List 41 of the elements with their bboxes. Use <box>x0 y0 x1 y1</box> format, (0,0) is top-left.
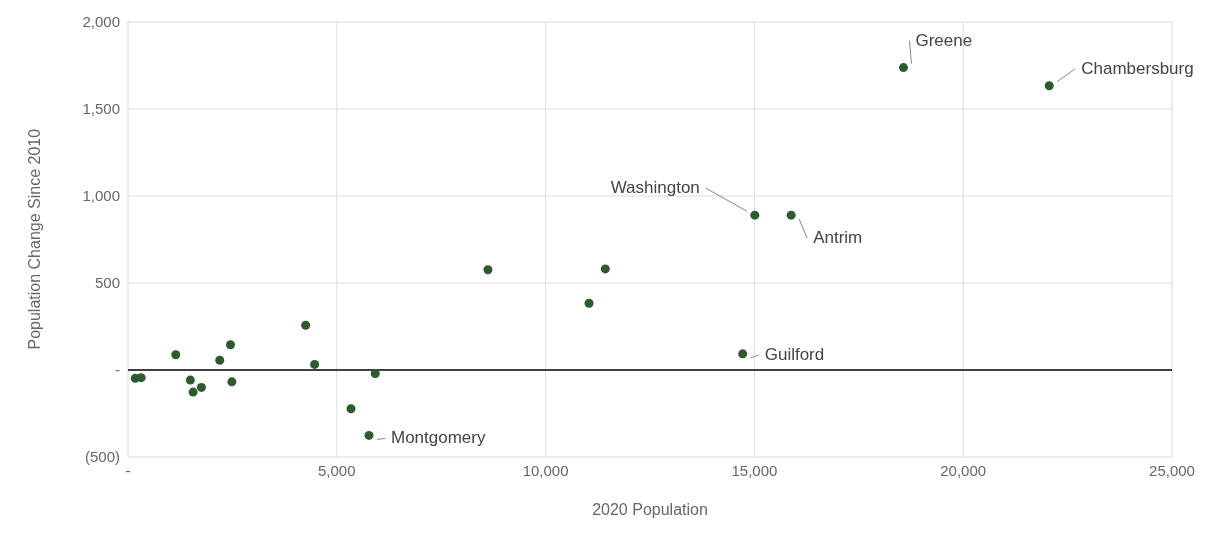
x-tick-label: 20,000 <box>940 461 987 479</box>
point <box>738 349 748 359</box>
x-tick-label: - <box>125 461 131 479</box>
y-axis-title: Population Change Since 2010 <box>25 128 43 350</box>
x-tick-label: 5,000 <box>318 461 356 479</box>
y-tick-label: 2,000 <box>82 13 120 31</box>
x-tick-label: 25,000 <box>1149 461 1195 479</box>
point <box>310 359 320 369</box>
point <box>185 375 195 385</box>
point <box>196 382 206 392</box>
y-tick-label: 500 <box>94 274 120 292</box>
point <box>750 210 760 220</box>
point <box>301 320 311 330</box>
point <box>898 63 908 73</box>
point <box>227 377 237 387</box>
point <box>136 373 146 383</box>
point <box>346 404 356 414</box>
y-tick-label: (500) <box>84 448 120 466</box>
point <box>225 340 235 350</box>
x-axis-title: 2020 Population <box>592 501 708 518</box>
point <box>786 210 796 220</box>
point <box>215 355 225 365</box>
y-tick-label: 1,500 <box>82 100 120 118</box>
annotation: Greene <box>915 30 973 50</box>
y-tick-label: 1,000 <box>82 187 120 205</box>
point <box>364 430 374 440</box>
point <box>188 387 198 397</box>
point <box>370 368 380 378</box>
point <box>584 298 594 308</box>
point <box>483 265 493 275</box>
annotation: Chambersburg <box>1081 58 1194 78</box>
annotation: Antrim <box>813 228 863 248</box>
x-tick-label: 15,000 <box>731 461 778 479</box>
x-tick-label: 10,000 <box>522 461 569 479</box>
point <box>171 350 181 360</box>
annotation: Guilford <box>764 344 825 364</box>
point <box>600 264 610 274</box>
y-tick-label: - <box>115 361 120 379</box>
point <box>1044 81 1054 91</box>
annotation: Montgomery <box>391 428 486 448</box>
annotation: Washington <box>610 178 700 198</box>
